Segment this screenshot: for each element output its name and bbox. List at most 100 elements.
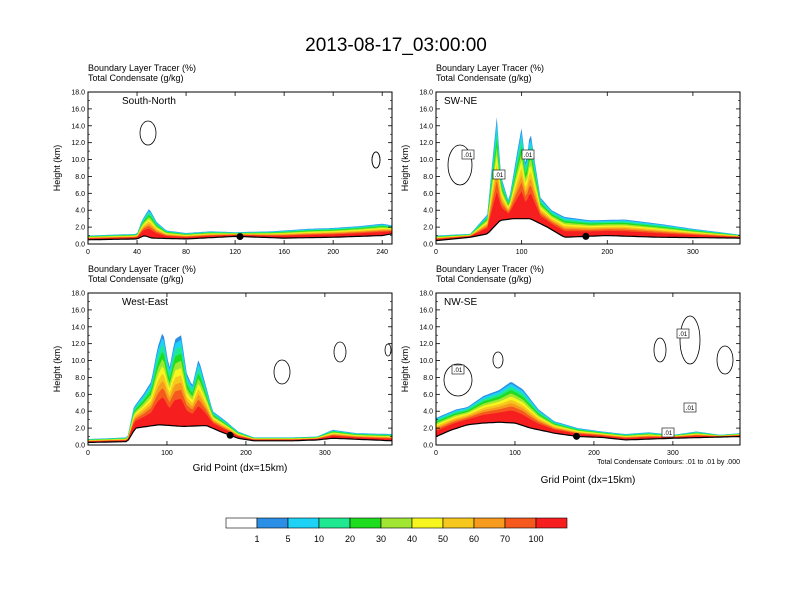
y-tick-label: 14.0 [71,324,85,331]
panel-name: SW-NE [444,96,477,107]
colorbar-swatch [411,517,444,529]
colorbar-swatch [473,517,506,529]
y-tick-label: 10.0 [71,157,85,164]
terrain-fill [88,424,392,445]
y-tick-label: 2.0 [75,225,85,232]
colorbar-swatch [349,517,382,529]
x-tick-label: 200 [601,249,613,256]
y-tick-label: 8.0 [423,375,433,382]
x-axis-label: Grid Point (dx=15km) [541,475,636,486]
plot-frame [87,91,393,245]
condensate-contour [443,363,473,397]
colorbar-swatch [287,517,320,529]
y-tick-label: 0.0 [423,242,433,249]
x-tick-label: 200 [240,450,252,457]
tracer-band-9 [436,410,740,440]
y-tick-label: 2.0 [423,225,433,232]
colorbar-label: 20 [345,534,355,544]
y-axis-label: Height (km) [52,346,62,393]
x-tick-label: 200 [327,249,339,256]
panel-header-tracer: Boundary Layer Tracer (%) [88,264,196,274]
y-tick-label: 16.0 [71,307,85,314]
panel-west-east: Boundary Layer Tracer (%) Total Condensa… [52,264,393,474]
colorbar-label: 100 [528,534,543,544]
y-tick-label: 18.0 [71,90,85,97]
contour-label: .01 [524,153,533,159]
panel-name: South-North [122,96,176,107]
condensate-contour [333,341,347,363]
x-tick-label: 300 [667,450,679,457]
colorbar-swatch [256,517,289,529]
y-tick-label: 6.0 [423,392,433,399]
x-tick-label: 240 [376,249,388,256]
colorbar-label: 30 [376,534,386,544]
y-tick-label: 6.0 [423,191,433,198]
x-tick-label: 300 [319,450,331,457]
x-tick-label: 80 [182,249,190,256]
panel-header-tracer: Boundary Layer Tracer (%) [436,63,544,73]
contour-label-box [492,169,506,180]
x-tick-label: 100 [516,249,528,256]
panel-name: West-East [122,297,168,308]
panel-sw-ne: Boundary Layer Tracer (%) Total Condensa… [371,63,741,256]
colorbar-swatch [442,517,475,529]
condensate-contour [716,345,734,375]
y-tick-label: 10.0 [419,358,433,365]
colorbar-swatch [504,517,537,529]
panel-header-tracer: Boundary Layer Tracer (%) [88,63,196,73]
panel-header-condensate: Total Condensate (g/kg) [88,73,184,83]
colorbar-swatch [225,517,258,529]
colorbar-label: 60 [469,534,479,544]
terrain-fill [436,422,740,445]
colorbar-label: 1 [254,534,259,544]
contour-label: .01 [464,153,473,159]
x-tick-label: 0 [434,249,438,256]
colorbar-swatch [318,517,351,529]
y-tick-label: 8.0 [423,174,433,181]
panel-name: NW-SE [444,297,477,308]
colorbar-label: 10 [314,534,324,544]
y-tick-label: 4.0 [423,208,433,215]
contour-label: .01 [495,173,504,179]
x-tick-label: 120 [229,249,241,256]
location-marker [573,432,581,440]
y-tick-label: 10.0 [71,358,85,365]
y-axis-label: Height (km) [400,346,410,393]
panel-header-tracer: Boundary Layer Tracer (%) [436,264,544,274]
panel-nw-se: Boundary Layer Tracer (%) Total Condensa… [400,264,741,486]
contour-label-box [461,149,475,160]
y-tick-label: 12.0 [419,341,433,348]
x-axis-label: Grid Point (dx=15km) [193,463,288,474]
y-tick-label: 14.0 [419,324,433,331]
y-tick-label: 4.0 [423,409,433,416]
x-tick-label: 40 [133,249,141,256]
x-tick-label: 160 [278,249,290,256]
y-tick-label: 16.0 [419,106,433,113]
colorbar-swatch [535,517,568,529]
colorbar-label: 5 [285,534,290,544]
x-tick-label: 0 [86,249,90,256]
condensate-contour [371,151,381,169]
y-tick-label: 4.0 [75,409,85,416]
x-tick-label: 0 [434,450,438,457]
condensate-contour [653,337,667,363]
contour-label-box [661,427,675,438]
condensate-contour [447,144,473,186]
condensate-contour [492,351,504,369]
y-tick-label: 6.0 [75,392,85,399]
y-tick-label: 18.0 [419,291,433,298]
x-tick-label: 300 [687,249,699,256]
contour-label: .01 [679,332,688,338]
terrain-line [87,424,393,444]
colorbar-label: 70 [500,534,510,544]
colorbar: 1 5 10 20 30 40 50 60 70 100 [225,517,568,544]
panel-south-north: Boundary Layer Tracer (%) Total Condensa… [52,63,393,256]
contour-label-box [521,149,535,160]
contour-label: .01 [454,368,463,374]
y-tick-label: 6.0 [75,191,85,198]
y-tick-label: 0.0 [423,443,433,450]
contour-label-box [676,328,690,339]
y-tick-label: 10.0 [419,157,433,164]
y-tick-label: 16.0 [71,106,85,113]
